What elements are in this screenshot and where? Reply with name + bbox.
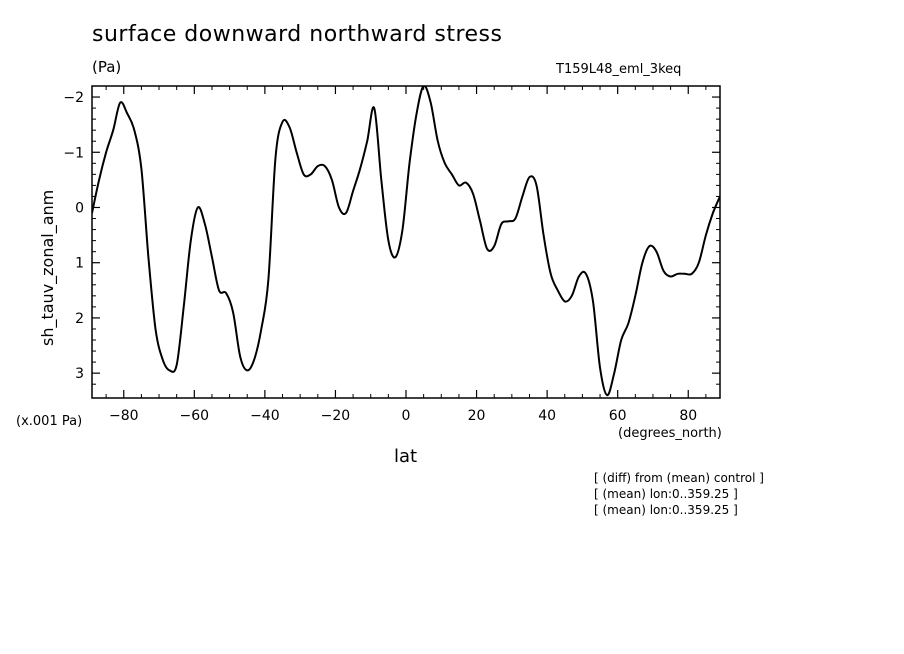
x-tick-label: −60 bbox=[180, 408, 210, 424]
units-label: (Pa) bbox=[92, 58, 122, 76]
series-line bbox=[92, 86, 720, 397]
run-id-label: T159L48_eml_3keq bbox=[556, 62, 682, 77]
x-units-label: (degrees_north) bbox=[618, 426, 722, 441]
y-tick-label: 2 bbox=[75, 311, 84, 327]
chart-title: surface downward northward stress bbox=[92, 22, 503, 47]
y-tick-label: −2 bbox=[63, 90, 84, 106]
y-tick-label: 0 bbox=[75, 200, 84, 216]
scale-note: (x.001 Pa) bbox=[16, 414, 83, 429]
note-line: [ (mean) lon:0..359.25 ] bbox=[594, 503, 738, 517]
x-tick-label: −40 bbox=[250, 408, 280, 424]
note-line: [ (mean) lon:0..359.25 ] bbox=[594, 487, 738, 501]
notes-block: [ (diff) from (mean) control ] [ (mean) … bbox=[594, 470, 764, 518]
note-line: [ (diff) from (mean) control ] bbox=[594, 471, 764, 485]
x-tick-label: 20 bbox=[468, 408, 486, 424]
x-tick-label: 40 bbox=[538, 408, 556, 424]
x-tick-label: 0 bbox=[402, 408, 411, 424]
x-tick-label: −20 bbox=[321, 408, 351, 424]
x-tick-label: −80 bbox=[109, 408, 139, 424]
y-tick-label: −1 bbox=[63, 145, 84, 161]
y-tick-label: 1 bbox=[75, 256, 84, 272]
plot-frame bbox=[91, 85, 721, 399]
y-tick-label: 3 bbox=[75, 366, 84, 382]
x-axis-label: lat bbox=[394, 446, 418, 467]
x-tick-label: 80 bbox=[679, 408, 697, 424]
x-tick-label: 60 bbox=[609, 408, 627, 424]
